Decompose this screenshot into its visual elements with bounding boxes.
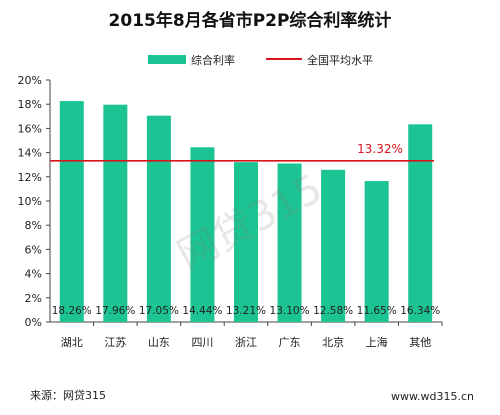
y-tick-label: 20% xyxy=(18,74,42,87)
y-tick-label: 4% xyxy=(25,268,42,281)
bar xyxy=(146,115,171,322)
bar-data-label: 14.44% xyxy=(182,305,222,317)
bar-data-label: 17.96% xyxy=(95,305,135,317)
y-tick-label: 16% xyxy=(18,122,42,135)
bar xyxy=(234,162,258,322)
y-tick-label: 0% xyxy=(25,316,42,329)
bar-data-label: 17.05% xyxy=(139,305,179,317)
x-tick-label: 广东 xyxy=(279,336,301,349)
legend-swatch-bars xyxy=(148,55,186,64)
x-tick-label: 浙江 xyxy=(235,336,257,349)
x-tick-label: 山东 xyxy=(148,336,170,349)
y-tick-label: 2% xyxy=(25,292,42,305)
legend-label-bars: 综合利率 xyxy=(191,53,235,67)
bar-data-label: 13.21% xyxy=(226,305,266,317)
bar xyxy=(321,169,346,322)
x-tick-label: 其他 xyxy=(409,336,431,349)
website-url: www.wd315.cn xyxy=(391,390,474,403)
y-tick-label: 18% xyxy=(18,98,42,111)
bar-data-label: 13.10% xyxy=(270,305,310,317)
bar-data-label: 11.65% xyxy=(357,305,397,317)
x-tick-label: 江苏 xyxy=(104,336,126,349)
x-tick-label: 北京 xyxy=(322,335,344,349)
bar-data-label: 16.34% xyxy=(400,305,440,317)
average-line-label: 13.32% xyxy=(357,142,403,156)
bar-data-label: 12.58% xyxy=(313,305,353,317)
y-tick-label: 6% xyxy=(25,243,42,256)
source-note: 来源：网贷315 xyxy=(30,389,106,402)
bar-data-label: 18.26% xyxy=(52,305,92,317)
x-tick-label: 上海 xyxy=(366,335,388,349)
bar xyxy=(277,163,302,322)
y-tick-label: 14% xyxy=(18,147,42,160)
bar xyxy=(59,101,84,322)
x-tick-label: 四川 xyxy=(191,336,213,349)
chart-title: 2015年8月各省市P2P综合利率统计 xyxy=(109,10,392,31)
y-tick-label: 10% xyxy=(18,195,42,208)
bar xyxy=(103,104,128,323)
y-tick-label: 8% xyxy=(25,219,42,232)
legend-label-line: 全国平均水平 xyxy=(307,53,373,67)
x-tick-label: 湖北 xyxy=(61,336,83,349)
bar xyxy=(408,124,433,322)
bar xyxy=(190,147,215,322)
y-tick-label: 12% xyxy=(18,171,42,184)
bar xyxy=(364,181,389,322)
